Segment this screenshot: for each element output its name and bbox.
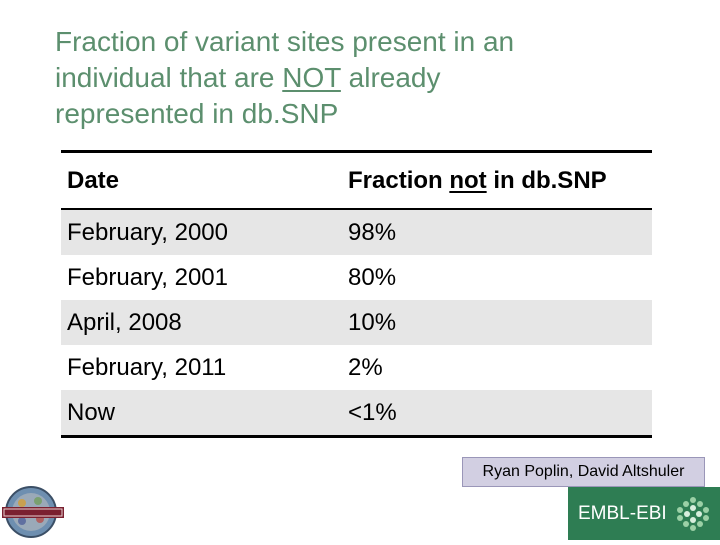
header-fraction-post: in db.SNP bbox=[486, 166, 607, 194]
row-date: April, 2008 bbox=[67, 308, 182, 336]
title-line-2-post: already bbox=[340, 62, 441, 93]
title-line-3: represented in db.SNP bbox=[55, 98, 339, 129]
row-date: February, 2001 bbox=[67, 263, 228, 291]
table-row: Now <1% bbox=[61, 390, 652, 435]
table-row: February, 2011 2% bbox=[61, 345, 652, 390]
row-fraction: 80% bbox=[348, 263, 397, 291]
row-fraction: <1% bbox=[348, 398, 397, 426]
table-header-row: Date Fraction not in db.SNP bbox=[61, 153, 652, 210]
header-fraction-pre: Fraction bbox=[348, 166, 450, 194]
header-fraction: Fraction not in db.SNP bbox=[342, 167, 652, 195]
slide-title: Fraction of variant sites present in an … bbox=[55, 24, 655, 132]
header-date: Date bbox=[67, 166, 120, 194]
title-line-1: Fraction of variant sites present in an bbox=[55, 26, 515, 57]
title-line-2-pre: individual that are bbox=[55, 62, 283, 93]
author-credit: Ryan Poplin, David Altshuler bbox=[462, 457, 705, 487]
row-date: February, 2000 bbox=[67, 218, 228, 246]
row-date: Now bbox=[67, 398, 116, 426]
embl-ebi-text: EMBL-EBI bbox=[578, 502, 667, 524]
fraction-table: Date Fraction not in db.SNP February, 20… bbox=[61, 150, 652, 438]
table-row: February, 2001 80% bbox=[61, 255, 652, 300]
table-row: February, 2000 98% bbox=[61, 210, 652, 255]
header-fraction-underlined: not bbox=[449, 166, 487, 194]
embl-ebi-hexagon-icon bbox=[676, 496, 710, 537]
row-date: February, 2011 bbox=[67, 353, 227, 381]
title-line-2-underlined: NOT bbox=[282, 62, 341, 93]
row-fraction: 10% bbox=[348, 308, 397, 336]
row-fraction: 98% bbox=[348, 218, 397, 246]
table-row: April, 2008 10% bbox=[61, 300, 652, 345]
1000-genomes-logo-icon bbox=[0, 485, 66, 545]
title-line-2: individual that are NOT already bbox=[55, 60, 655, 96]
row-fraction: 2% bbox=[348, 353, 383, 381]
embl-ebi-logo: EMBL-EBI bbox=[568, 487, 720, 540]
